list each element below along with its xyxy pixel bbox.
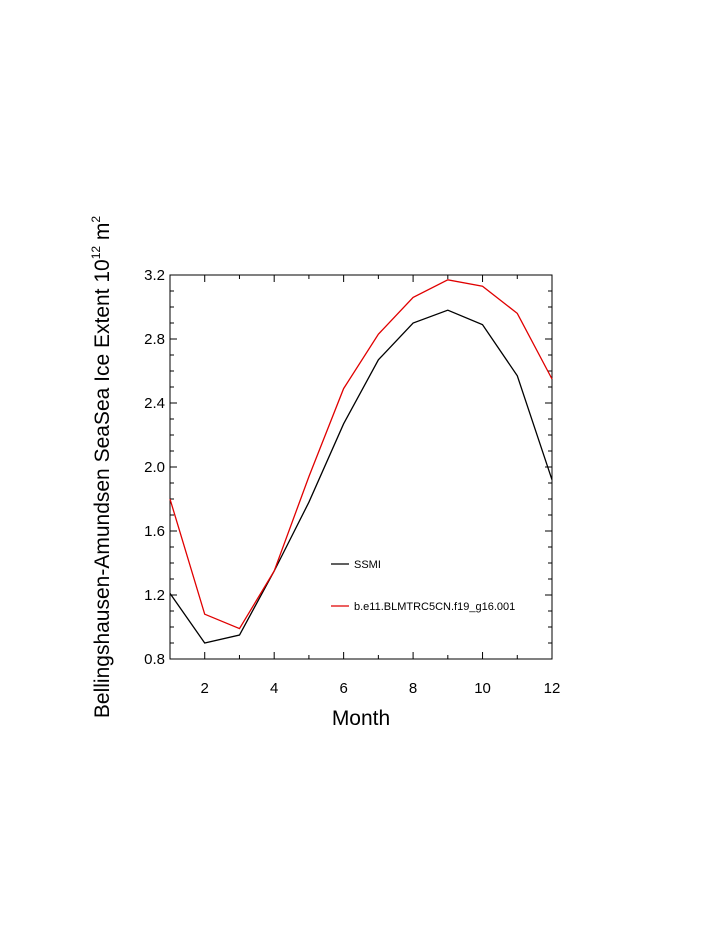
minor-ticks	[169, 275, 552, 659]
x-tick-label: 8	[409, 680, 417, 697]
y-tick-label: 2.0	[144, 459, 165, 476]
series-lines	[169, 279, 553, 644]
legend-label-model: b.e11.BLMTRC5CN.f19_g16.001	[354, 601, 515, 613]
x-tick-label: 12	[544, 680, 561, 697]
y-axis-title-text: Bellingshausen-Amundsen SeaSea Ice Exten…	[91, 259, 114, 718]
series-line-model	[169, 279, 553, 630]
series-line-ssmi	[169, 309, 553, 644]
major-ticks	[170, 274, 553, 660]
y-axis-title-exponent-2: 2	[89, 216, 103, 223]
y-tick-label: 2.8	[144, 331, 165, 348]
y-axis-title: Bellingshausen-Amundsen SeaSea Ice Exten…	[89, 216, 114, 719]
legend: SSMI b.e11.BLMTRC5CN.f19_g16.001	[331, 559, 515, 613]
x-tick-labels: 2 4 6 8 10 12	[201, 680, 561, 697]
y-tick-label: 3.2	[144, 267, 165, 284]
x-tick-label: 6	[339, 680, 347, 697]
x-tick-label: 4	[270, 680, 278, 697]
x-axis-title: Month	[332, 707, 390, 730]
y-tick-label: 1.2	[144, 587, 165, 604]
legend-label-ssmi: SSMI	[354, 559, 381, 571]
y-tick-label: 0.8	[144, 651, 165, 668]
y-tick-label: 1.6	[144, 523, 165, 540]
y-tick-labels: 0.8 1.2 1.6 2.0 2.4 2.8 3.2	[144, 267, 165, 668]
y-axis-title-exponent-1: 12	[89, 246, 103, 260]
x-tick-label: 2	[201, 680, 209, 697]
x-tick-label: 10	[474, 680, 491, 697]
y-axis-title-unit: m	[91, 223, 114, 246]
y-tick-label: 2.4	[144, 395, 165, 412]
